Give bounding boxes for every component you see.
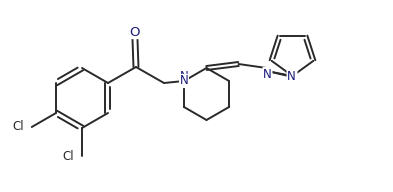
Text: N: N: [180, 74, 188, 88]
Text: O: O: [130, 26, 140, 39]
Text: N: N: [180, 70, 188, 83]
Text: N: N: [263, 68, 272, 80]
Text: N: N: [287, 70, 296, 84]
Text: Cl: Cl: [62, 150, 74, 162]
Text: Cl: Cl: [12, 121, 24, 133]
Text: N: N: [288, 70, 297, 83]
